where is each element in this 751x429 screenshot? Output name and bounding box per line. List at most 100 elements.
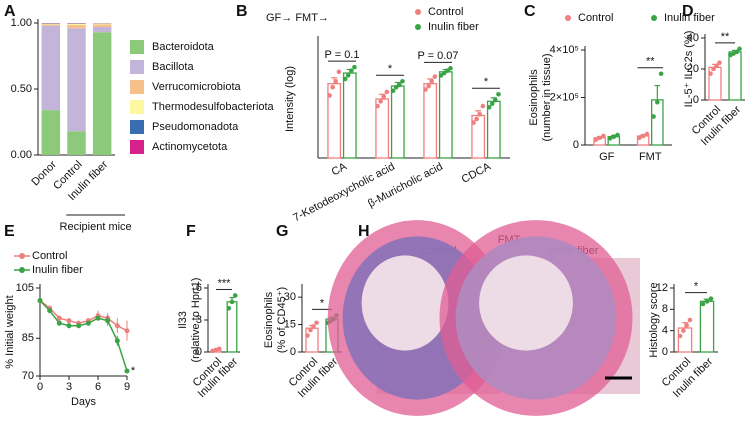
bar-segment	[92, 32, 112, 155]
data-point	[114, 323, 120, 329]
y-axis-label: (relative to Hprt1)	[190, 278, 202, 363]
data-point	[336, 69, 342, 75]
y-tick-label: 0.50	[11, 83, 32, 95]
data-point	[677, 333, 683, 339]
legend-label: Verrucomicrobiota	[152, 81, 242, 93]
data-point	[423, 87, 428, 92]
y-tick-label: 20	[687, 63, 699, 75]
bar	[423, 83, 438, 159]
data-point	[681, 328, 686, 333]
legend-label: Inulin fiber	[32, 264, 83, 276]
data-point	[704, 299, 710, 304]
legend-label: Control	[428, 6, 463, 18]
data-point	[700, 301, 706, 307]
y-tick-label: 6	[196, 282, 202, 294]
y-tick-label: 4	[662, 325, 668, 337]
data-point	[330, 84, 335, 90]
y-axis-label: % Initial weight	[4, 295, 16, 368]
bar-segment	[67, 28, 86, 132]
panel-label: B	[236, 3, 248, 20]
data-point	[85, 320, 91, 326]
x-tick-label: 9	[124, 381, 130, 393]
data-point	[342, 76, 348, 82]
data-point	[114, 338, 120, 344]
y-tick-label: 0	[662, 346, 668, 358]
bar	[699, 300, 715, 353]
panel-label: H	[358, 223, 370, 240]
legend-label: Bacteroidota	[152, 41, 215, 53]
y-axis-label: Intensity (log)	[284, 66, 296, 132]
data-point	[429, 79, 435, 84]
significance-label: ***	[218, 277, 232, 289]
y-tick-label: 0	[290, 346, 296, 358]
bar	[728, 51, 742, 101]
x-tick-label: 0	[37, 381, 43, 393]
bar-segment	[67, 23, 86, 25]
legend-marker	[565, 15, 571, 21]
data-point	[737, 46, 742, 52]
data-point	[400, 79, 405, 84]
data-point	[381, 94, 387, 99]
bar-segment	[92, 26, 112, 33]
data-point	[232, 293, 238, 298]
y-tick-label: 105	[16, 282, 34, 294]
bar-segment	[92, 24, 112, 27]
data-point	[734, 49, 739, 55]
data-point	[432, 74, 438, 79]
y-axis-label: Histology score	[648, 282, 660, 357]
x-tick-label: CDCA	[460, 160, 494, 186]
y-tick-label: 30	[284, 291, 296, 303]
y-tick-label: 8	[662, 303, 668, 315]
legend-swatch	[130, 60, 144, 74]
data-point	[226, 305, 232, 311]
data-point	[390, 88, 396, 94]
image-clip-right	[640, 258, 648, 394]
legend-swatch	[130, 40, 144, 54]
significance-label: *	[320, 297, 325, 309]
y-tick-label: 15	[284, 318, 296, 330]
bar-segment	[41, 110, 61, 155]
data-point	[426, 83, 431, 89]
lumen	[361, 255, 449, 351]
data-point	[441, 70, 447, 76]
bar-segment	[67, 131, 86, 155]
lumen	[479, 255, 573, 351]
legend-swatch	[130, 80, 144, 94]
data-point	[486, 104, 492, 110]
legend-marker	[651, 15, 657, 21]
data-point	[438, 73, 444, 78]
data-point	[651, 114, 656, 119]
x-axis-label: Days	[71, 396, 97, 408]
data-point	[601, 133, 606, 139]
x-tick-label: CA	[330, 160, 350, 178]
y-axis-label: Il33	[177, 311, 189, 329]
x-tick-label: 6	[95, 381, 101, 393]
y-tick-label: 0	[573, 139, 579, 151]
data-point	[477, 112, 483, 117]
panel-label: F	[186, 223, 196, 240]
data-point	[314, 320, 319, 326]
bar-segment	[92, 23, 112, 25]
data-point	[66, 323, 72, 329]
data-point	[311, 324, 316, 329]
legend-label: Inulin fiber	[428, 21, 479, 33]
data-point	[216, 346, 222, 352]
data-point	[397, 82, 402, 88]
data-point	[384, 89, 390, 95]
data-point	[655, 99, 660, 105]
data-point	[644, 131, 650, 137]
bar	[438, 71, 453, 159]
panel-label: D	[682, 3, 694, 20]
legend-swatch	[130, 100, 144, 114]
y-tick-label: 0	[196, 346, 202, 358]
data-point	[352, 64, 357, 70]
y-tick-label: 70	[22, 370, 34, 382]
legend-marker	[415, 9, 421, 15]
x-tick-label: 3	[66, 381, 72, 393]
y-tick-label: 2×10⁵	[550, 91, 579, 103]
data-point	[327, 93, 332, 98]
data-point	[105, 318, 111, 324]
y-tick-label: 85	[22, 332, 34, 344]
